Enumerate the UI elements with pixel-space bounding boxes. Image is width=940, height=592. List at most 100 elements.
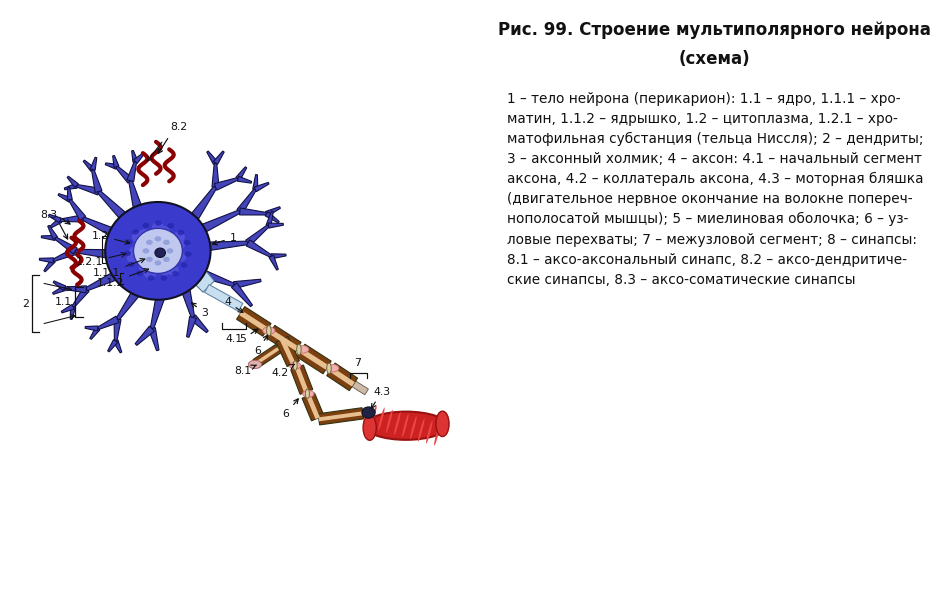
Text: 2: 2 <box>23 298 29 308</box>
Polygon shape <box>207 151 217 165</box>
Polygon shape <box>269 255 278 270</box>
Ellipse shape <box>306 389 309 398</box>
Ellipse shape <box>146 230 158 238</box>
Polygon shape <box>245 224 270 246</box>
Polygon shape <box>188 186 217 224</box>
Polygon shape <box>265 212 279 223</box>
Ellipse shape <box>365 411 447 440</box>
Ellipse shape <box>126 239 133 244</box>
Polygon shape <box>306 395 320 419</box>
Polygon shape <box>86 326 98 331</box>
Polygon shape <box>90 327 100 339</box>
Text: 6: 6 <box>282 399 298 420</box>
Text: 5: 5 <box>239 329 258 344</box>
Polygon shape <box>269 330 299 351</box>
Polygon shape <box>238 176 252 183</box>
Polygon shape <box>295 366 308 392</box>
Polygon shape <box>329 367 355 387</box>
Polygon shape <box>299 348 329 369</box>
Text: 6: 6 <box>254 335 268 356</box>
Ellipse shape <box>155 248 165 258</box>
Polygon shape <box>41 236 55 240</box>
Ellipse shape <box>152 222 164 232</box>
Polygon shape <box>236 167 246 180</box>
Polygon shape <box>64 183 77 190</box>
Polygon shape <box>231 283 253 307</box>
Polygon shape <box>69 199 86 220</box>
Ellipse shape <box>297 346 308 353</box>
Ellipse shape <box>146 257 153 262</box>
Ellipse shape <box>436 411 449 436</box>
Polygon shape <box>127 161 136 182</box>
Polygon shape <box>253 175 258 189</box>
Text: 1.1.2: 1.1.2 <box>97 269 149 288</box>
Polygon shape <box>114 319 121 341</box>
Polygon shape <box>75 249 117 259</box>
Polygon shape <box>267 326 301 355</box>
Text: 8.1: 8.1 <box>234 365 257 376</box>
Ellipse shape <box>370 406 377 429</box>
Polygon shape <box>190 265 235 287</box>
Ellipse shape <box>166 248 173 253</box>
Polygon shape <box>149 327 159 350</box>
Ellipse shape <box>297 345 301 355</box>
Ellipse shape <box>434 423 441 446</box>
Ellipse shape <box>155 220 162 226</box>
Text: 4.3: 4.3 <box>371 387 390 408</box>
Ellipse shape <box>163 257 170 262</box>
Polygon shape <box>194 210 241 237</box>
Ellipse shape <box>172 232 185 242</box>
Polygon shape <box>49 214 61 223</box>
Ellipse shape <box>402 414 409 437</box>
Text: Рис. 99. Строение мультиполярного нейрона: Рис. 99. Строение мультиполярного нейрон… <box>498 21 931 38</box>
Ellipse shape <box>144 268 156 279</box>
Ellipse shape <box>128 262 134 267</box>
Text: 1.2: 1.2 <box>92 231 130 244</box>
Polygon shape <box>53 248 77 262</box>
Polygon shape <box>72 287 89 307</box>
Text: 8.3: 8.3 <box>40 210 57 220</box>
Text: (схема): (схема) <box>679 50 750 68</box>
Polygon shape <box>82 217 122 240</box>
Polygon shape <box>350 379 368 395</box>
Polygon shape <box>70 306 75 319</box>
Polygon shape <box>55 237 77 254</box>
Ellipse shape <box>143 223 149 228</box>
Polygon shape <box>319 411 363 422</box>
Ellipse shape <box>172 247 182 255</box>
Ellipse shape <box>418 418 425 442</box>
Polygon shape <box>108 340 118 352</box>
Polygon shape <box>150 291 166 329</box>
Polygon shape <box>205 285 243 311</box>
Ellipse shape <box>172 271 179 276</box>
Ellipse shape <box>146 240 153 245</box>
Ellipse shape <box>133 229 182 274</box>
Polygon shape <box>48 226 57 239</box>
Polygon shape <box>237 189 257 214</box>
Ellipse shape <box>151 265 164 274</box>
Ellipse shape <box>138 229 151 239</box>
Polygon shape <box>105 163 118 169</box>
Polygon shape <box>54 281 66 290</box>
Text: 1: 1 <box>212 233 237 245</box>
Polygon shape <box>67 176 78 188</box>
Polygon shape <box>214 178 239 190</box>
Polygon shape <box>58 194 70 202</box>
Polygon shape <box>233 279 261 288</box>
Polygon shape <box>90 157 97 170</box>
Ellipse shape <box>148 275 154 281</box>
Polygon shape <box>318 408 364 425</box>
Ellipse shape <box>129 246 142 256</box>
Ellipse shape <box>163 232 176 240</box>
Ellipse shape <box>327 365 338 372</box>
Polygon shape <box>327 363 357 391</box>
Text: 1.1: 1.1 <box>55 297 72 307</box>
Ellipse shape <box>124 251 131 256</box>
Polygon shape <box>191 315 209 333</box>
Ellipse shape <box>161 275 167 281</box>
Polygon shape <box>39 258 54 263</box>
Ellipse shape <box>378 407 384 431</box>
Polygon shape <box>213 151 225 165</box>
Ellipse shape <box>426 420 432 443</box>
Ellipse shape <box>394 412 400 435</box>
